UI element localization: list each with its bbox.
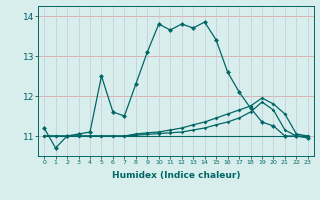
- X-axis label: Humidex (Indice chaleur): Humidex (Indice chaleur): [112, 171, 240, 180]
